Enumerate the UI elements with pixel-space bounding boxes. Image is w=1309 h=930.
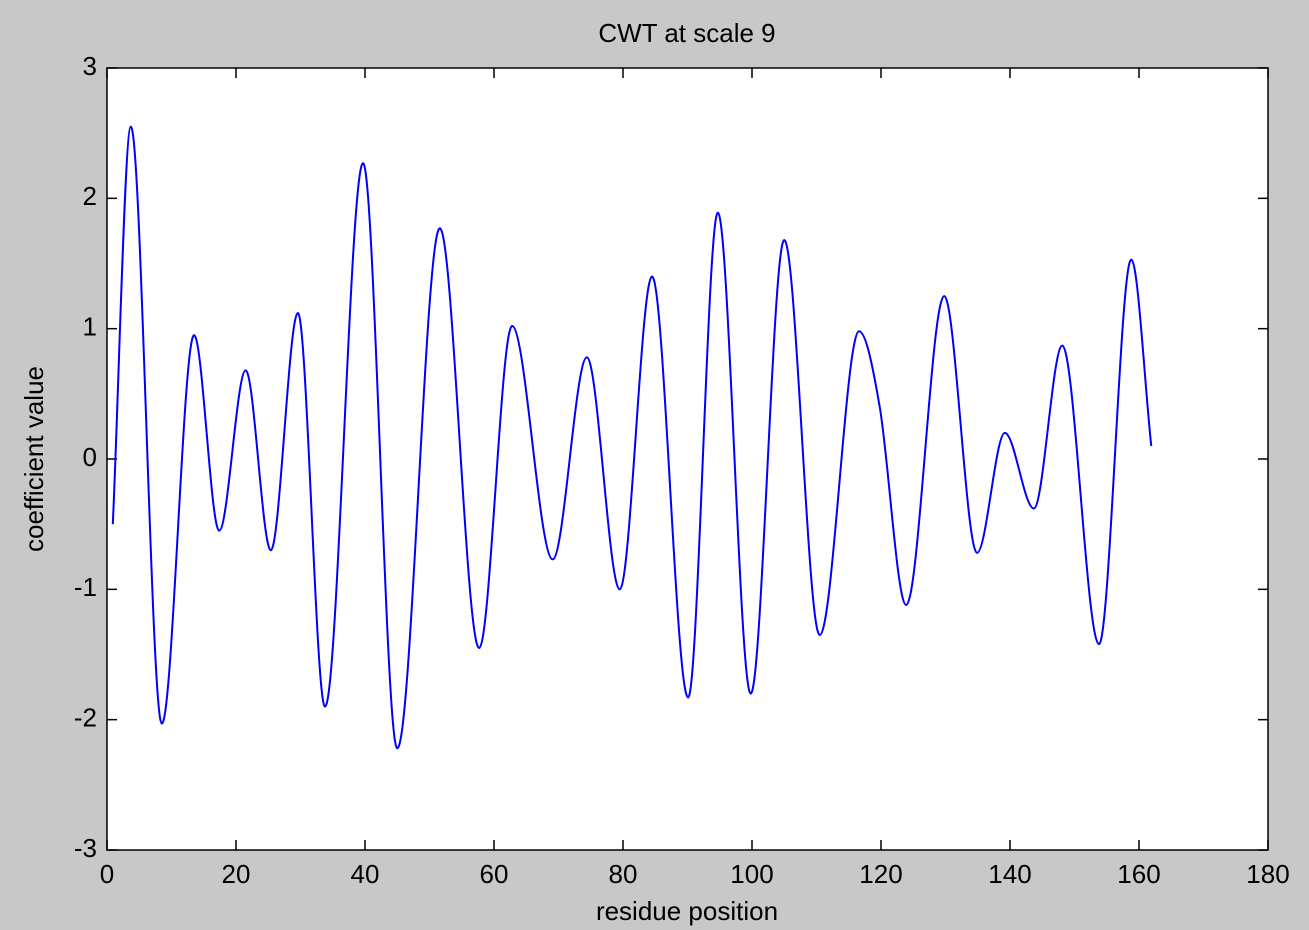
x-tick-label: 160	[1117, 859, 1160, 889]
x-tick-label: 20	[222, 859, 251, 889]
y-tick-label: 1	[83, 312, 97, 342]
chart-title: CWT at scale 9	[598, 18, 775, 48]
plot-area	[106, 67, 1269, 851]
y-axis-label: coefficient value	[19, 366, 49, 552]
x-tick-label: 140	[988, 859, 1031, 889]
y-tick-label: -3	[74, 833, 97, 863]
x-tick-label: 60	[480, 859, 509, 889]
y-tick-label: 2	[83, 181, 97, 211]
x-axis-label: residue position	[596, 896, 778, 926]
y-tick-label: -2	[74, 703, 97, 733]
y-tick-label: -1	[74, 572, 97, 602]
x-tick-label: 120	[859, 859, 902, 889]
x-tick-label: 80	[609, 859, 638, 889]
x-tick-label: 180	[1246, 859, 1289, 889]
x-tick-label: 100	[730, 859, 773, 889]
x-tick-label: 0	[100, 859, 114, 889]
y-tick-label: 0	[83, 442, 97, 472]
y-tick-label: 3	[83, 51, 97, 81]
data-line	[111, 125, 1153, 750]
x-tick-label: 40	[351, 859, 380, 889]
